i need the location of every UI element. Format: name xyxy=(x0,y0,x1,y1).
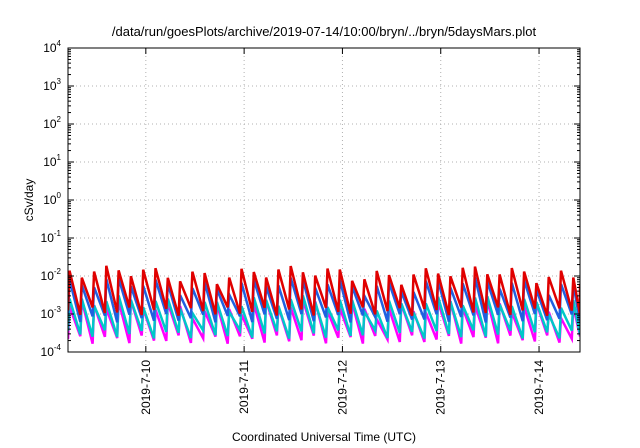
y-tick-base: 10 xyxy=(43,79,57,93)
chart-title: /data/run/goesPlots/archive/2019-07-14/1… xyxy=(112,24,537,39)
y-tick-exponent: -3 xyxy=(54,305,62,314)
y-tick-label: 102 xyxy=(43,115,61,131)
y-tick-base: 10 xyxy=(41,345,55,359)
y-tick-base: 10 xyxy=(43,117,57,131)
x-tick-label: 2019-7-14 xyxy=(532,360,546,415)
y-tick-exponent: 3 xyxy=(57,77,62,86)
y-tick-base: 10 xyxy=(41,307,55,321)
y-tick-exponent: 0 xyxy=(57,191,62,200)
y-tick-exponent: -2 xyxy=(54,267,62,276)
y-tick-exponent: 4 xyxy=(57,39,62,48)
y-tick-exponent: 2 xyxy=(57,115,62,124)
y-tick-exponent: -4 xyxy=(54,343,62,352)
x-tick-label: 2019-7-13 xyxy=(434,360,448,415)
x-axis: 2019-7-10 2019-7-11 2019-7-12 2019-7-13 2019… xyxy=(139,48,546,415)
x-tick-label: 2019-7-11 xyxy=(237,360,251,414)
y-tick-label: 100 xyxy=(43,191,61,207)
y-tick-base: 10 xyxy=(43,41,57,55)
x-tick-label: 2019-7-12 xyxy=(335,360,349,415)
y-tick-exponent: -1 xyxy=(54,229,62,238)
y-tick-label: 101 xyxy=(43,153,61,169)
y-tick-label: 104 xyxy=(43,39,61,55)
y-tick-label: 10-3 xyxy=(41,305,62,321)
y-tick-base: 10 xyxy=(41,269,55,283)
y-tick-label: 10-2 xyxy=(41,267,62,283)
y-tick-base: 10 xyxy=(43,155,57,169)
y-tick-base: 10 xyxy=(41,231,55,245)
y-tick-label: 103 xyxy=(43,77,61,93)
series-group xyxy=(68,265,580,345)
x-tick-label: 2019-7-10 xyxy=(139,360,153,415)
y-tick-exponent: 1 xyxy=(57,153,62,162)
y-tick-label: 10-1 xyxy=(41,229,62,245)
y-tick-label: 10-4 xyxy=(41,343,62,359)
x-axis-label: Coordinated Universal Time (UTC) xyxy=(232,430,416,444)
y-tick-base: 10 xyxy=(43,193,57,207)
series-line-4 xyxy=(68,265,580,317)
y-axis-label: cSv/day xyxy=(22,179,36,222)
